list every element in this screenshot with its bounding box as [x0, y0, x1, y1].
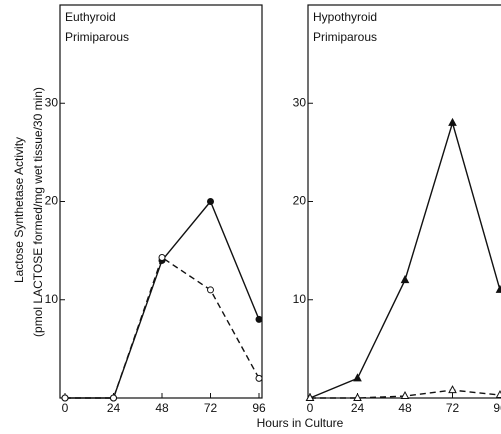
- x-tick-label: 72: [204, 401, 218, 415]
- data-point: [110, 394, 117, 402]
- x-tick-label: 72: [446, 401, 460, 415]
- x-axis-label: Hours in Culture: [257, 416, 344, 430]
- y-tick-label: 20: [45, 194, 59, 208]
- data-point: [305, 392, 315, 401]
- x-tick-label: 48: [398, 401, 412, 415]
- data-point: [400, 390, 410, 400]
- data-point: [353, 392, 362, 401]
- y-tick-label: 10: [45, 292, 59, 306]
- plot-frame: [307, 4, 501, 399]
- data-point: [61, 394, 69, 402]
- y-tick-label: 20: [293, 194, 307, 208]
- x-tick-label: 24: [107, 401, 121, 415]
- y-tick-label: 30: [293, 95, 307, 109]
- data-point: [495, 389, 501, 399]
- data-point: [353, 373, 362, 382]
- panel-title: Primiparous: [65, 30, 129, 44]
- y-axis-label: Lactose Synthetase Activity: [12, 137, 26, 283]
- data-point: [255, 315, 263, 323]
- y-axis-label: (pmol LACTOSE formed/mg wet tissue/30 mi…: [31, 87, 45, 337]
- data-point: [207, 198, 214, 205]
- x-tick-label: 96: [252, 401, 266, 415]
- x-tick-label: 96: [493, 401, 501, 415]
- series-line: [309, 120, 501, 399]
- series-line: [65, 200, 260, 399]
- panel-title: Hypothyroid: [313, 10, 377, 24]
- x-tick-label: 48: [155, 401, 169, 415]
- y-tick-label: 10: [293, 292, 307, 306]
- x-tick-label: 0: [307, 401, 314, 415]
- panel-title: Euthyroid: [65, 10, 116, 24]
- x-tick-label: 0: [62, 401, 69, 415]
- data-point: [495, 284, 501, 293]
- plot-frame: [59, 4, 263, 399]
- data-point: [158, 254, 166, 262]
- data-point: [207, 286, 214, 294]
- y-tick-label: 30: [45, 95, 59, 109]
- x-tick-label: 24: [351, 401, 365, 415]
- data-point: [255, 374, 263, 382]
- data-point: [400, 275, 410, 284]
- panel-title: Primiparous: [313, 30, 377, 44]
- data-point: [448, 117, 457, 126]
- data-point: [448, 385, 457, 394]
- series-line: [65, 256, 260, 399]
